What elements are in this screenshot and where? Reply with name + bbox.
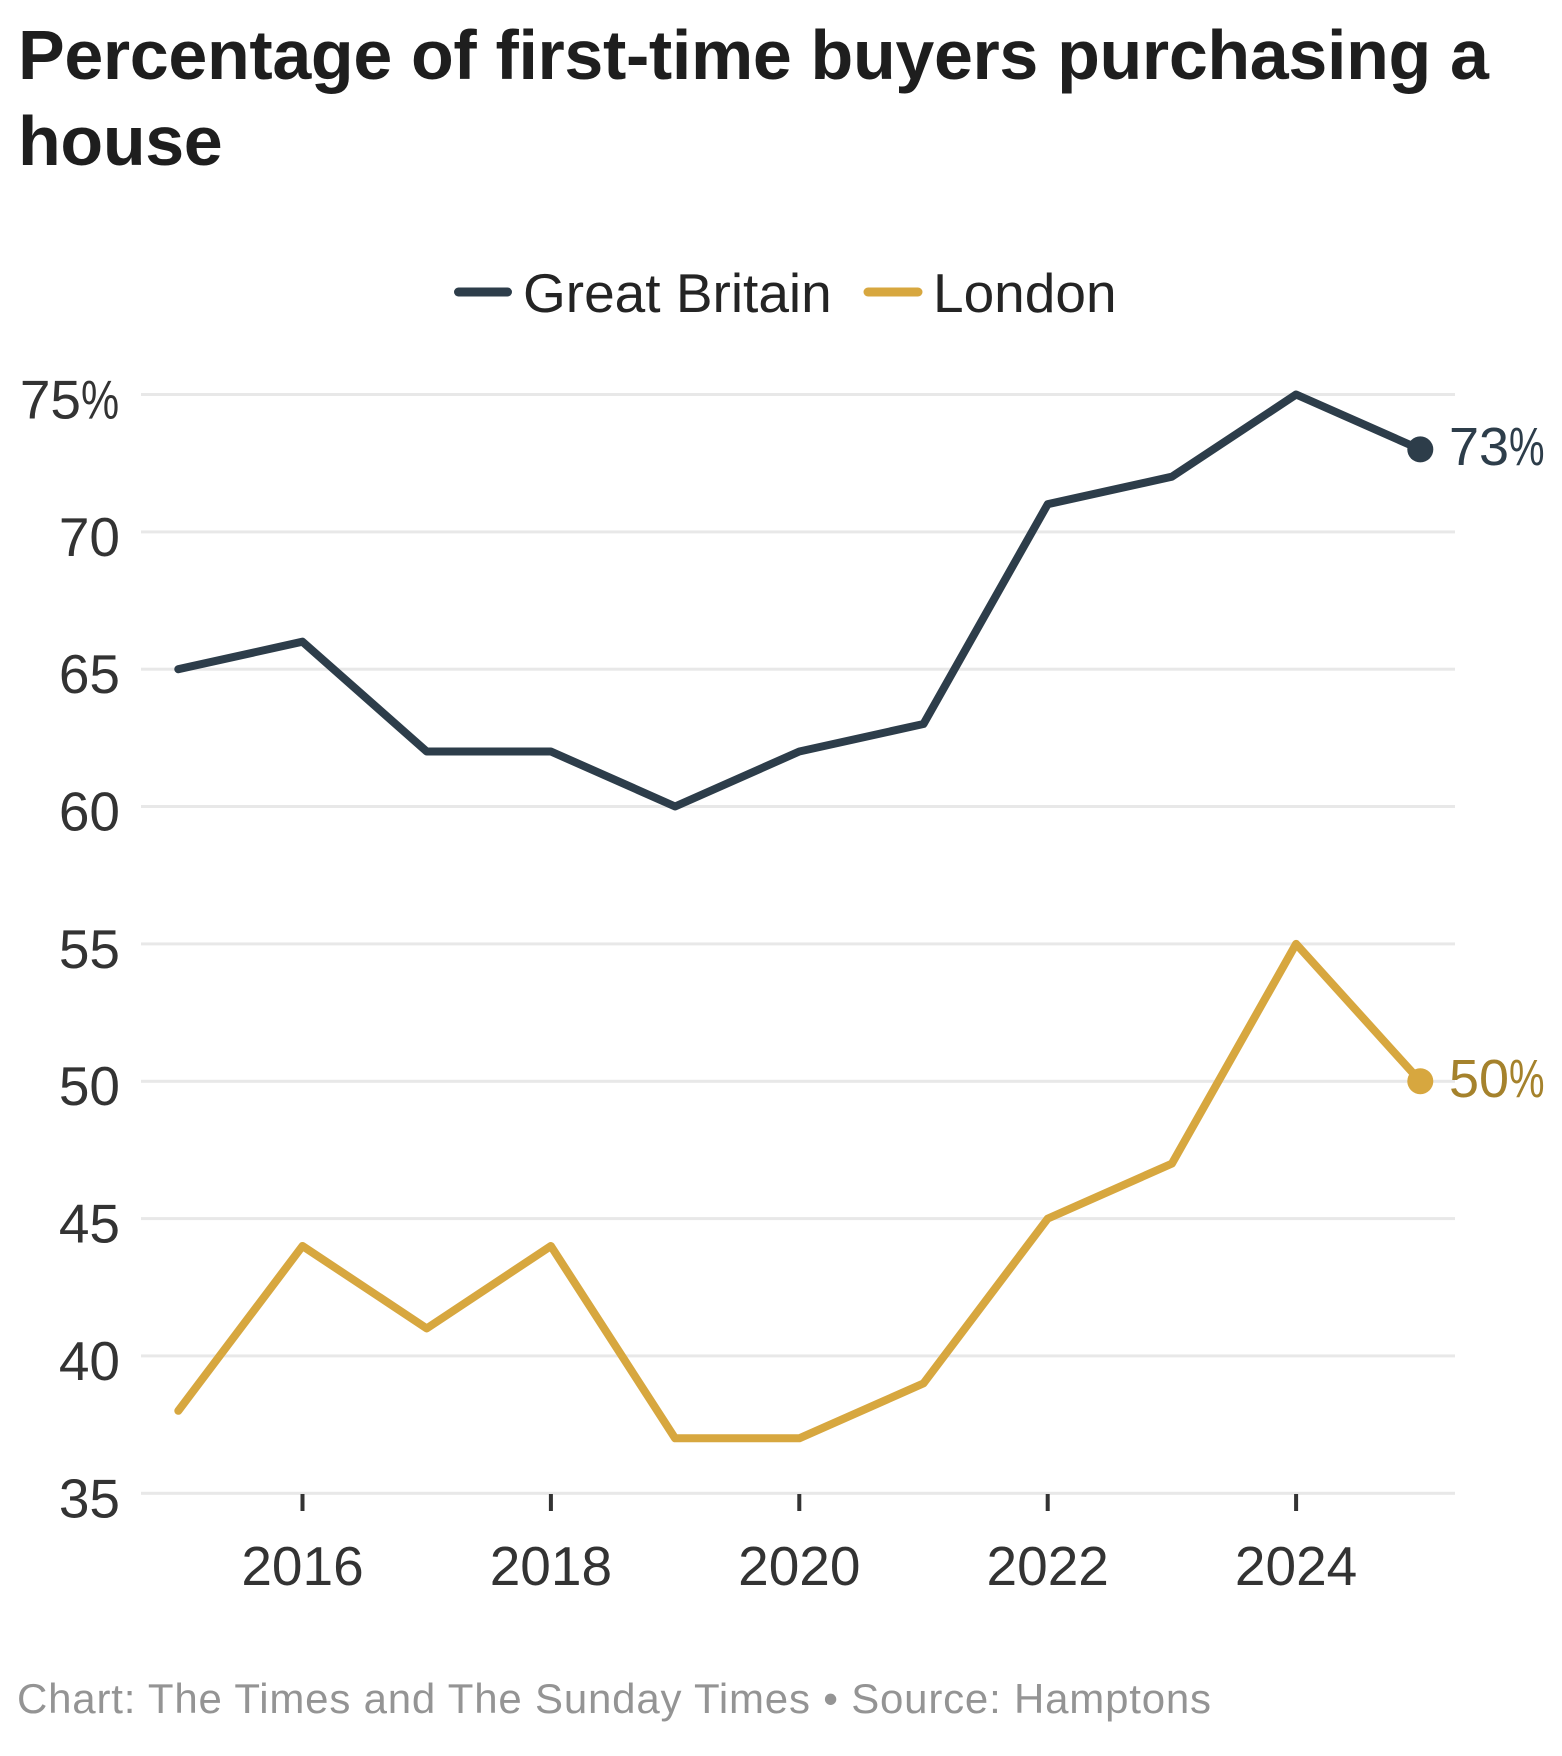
svg-text:35: 35 — [59, 1467, 120, 1529]
svg-text:Great Britain: Great Britain — [523, 262, 832, 324]
svg-text:%: % — [1509, 417, 1545, 477]
svg-text:2016: 2016 — [241, 1535, 363, 1597]
svg-text:%: % — [1509, 1049, 1545, 1109]
svg-text:50: 50 — [1449, 1049, 1509, 1109]
svg-text:73: 73 — [1449, 417, 1509, 477]
svg-text:%: % — [81, 369, 119, 430]
svg-text:2022: 2022 — [987, 1535, 1109, 1597]
svg-text:2024: 2024 — [1235, 1535, 1357, 1597]
svg-text:65: 65 — [59, 643, 120, 705]
svg-text:Percentage of first-time buyer: Percentage of first-time buyers purchasi… — [18, 16, 1490, 94]
svg-text:50: 50 — [59, 1055, 120, 1117]
svg-text:Chart: The Times and The Sunda: Chart: The Times and The Sunday Times • … — [17, 1675, 1212, 1722]
svg-text:45: 45 — [59, 1193, 120, 1255]
svg-text:2020: 2020 — [738, 1535, 860, 1597]
svg-text:60: 60 — [59, 781, 120, 843]
svg-text:75: 75 — [20, 369, 81, 431]
svg-text:house: house — [18, 102, 222, 180]
svg-text:70: 70 — [59, 506, 120, 568]
svg-text:55: 55 — [59, 918, 120, 980]
svg-text:London: London — [933, 262, 1117, 324]
svg-text:40: 40 — [59, 1330, 120, 1392]
svg-text:2018: 2018 — [490, 1535, 612, 1597]
